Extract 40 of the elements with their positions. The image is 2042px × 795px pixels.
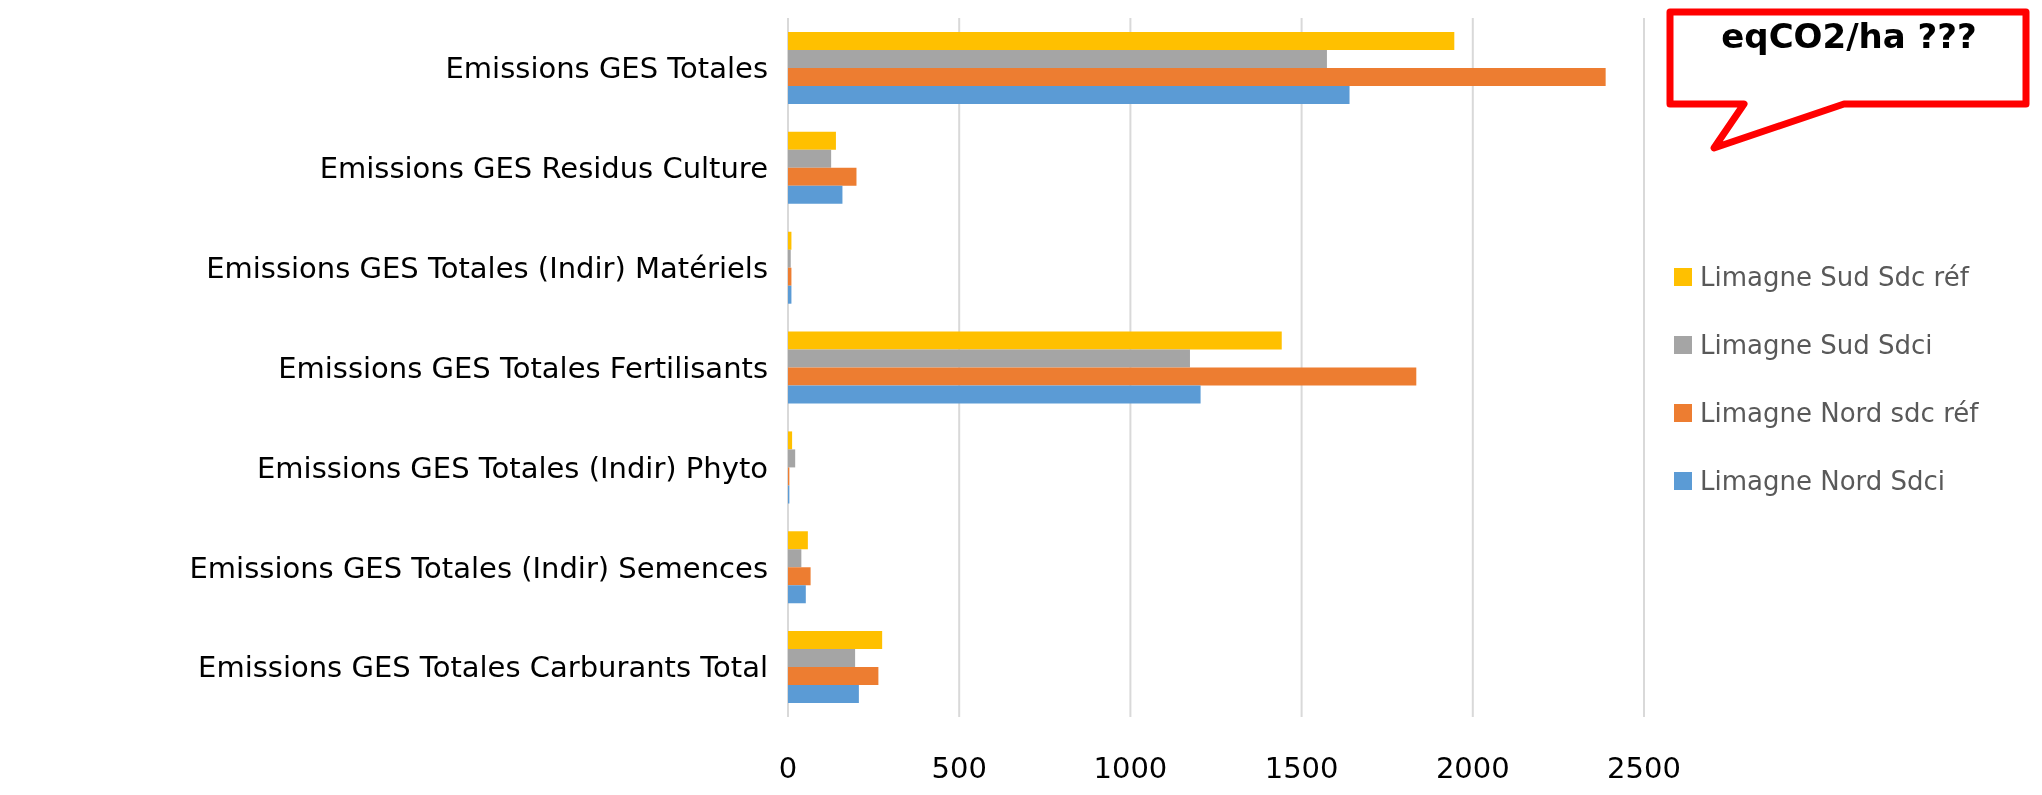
y-tick-label: Emissions GES Totales (Indir) Semences	[189, 550, 768, 585]
bar	[788, 567, 811, 586]
x-tick-label: 2000	[1435, 750, 1510, 785]
legend-label: Limagne Nord sdc réf	[1700, 397, 1979, 428]
y-tick-label: Emissions GES Totales (Indir) Phyto	[257, 450, 768, 485]
bar	[788, 49, 1327, 68]
bar	[788, 185, 843, 204]
x-tick-label: 0	[778, 750, 798, 785]
y-tick-label: Emissions GES Totales Carburants Total	[198, 650, 768, 685]
bar	[788, 585, 806, 604]
bar	[788, 149, 832, 168]
bar	[788, 449, 796, 468]
legend-label: Limagne Sud Sdci	[1700, 329, 1933, 360]
x-tick-label: 1000	[1093, 750, 1168, 785]
x-tick-label: 2500	[1607, 750, 1681, 785]
bar	[788, 667, 879, 686]
bar	[788, 331, 1282, 350]
bar	[788, 431, 793, 450]
legend-label: Limagne Sud Sdc réf	[1700, 261, 1969, 292]
bar	[788, 531, 808, 550]
y-tick-label: Emissions GES Totales	[445, 51, 768, 86]
bar	[788, 67, 1606, 86]
y-tick-label: Emissions GES Totales (Indir) Matériels	[206, 250, 768, 285]
bar	[788, 385, 1201, 404]
bar	[788, 31, 1455, 50]
y-tick-label: Emissions GES Residus Culture	[319, 151, 768, 186]
bar	[788, 549, 802, 568]
x-tick-label: 1500	[1264, 750, 1339, 785]
bar	[788, 631, 883, 650]
bar	[788, 349, 1190, 368]
x-tick-label: 500	[931, 750, 987, 785]
bar	[788, 649, 856, 668]
bar	[788, 249, 791, 268]
bar	[788, 367, 1417, 386]
y-tick-label: Emissions GES Totales Fertilisants	[278, 350, 768, 385]
bar	[788, 85, 1350, 104]
bar	[788, 131, 836, 150]
bar	[788, 685, 859, 704]
legend-label: Limagne Nord Sdci	[1700, 465, 1946, 496]
bar	[788, 167, 857, 186]
